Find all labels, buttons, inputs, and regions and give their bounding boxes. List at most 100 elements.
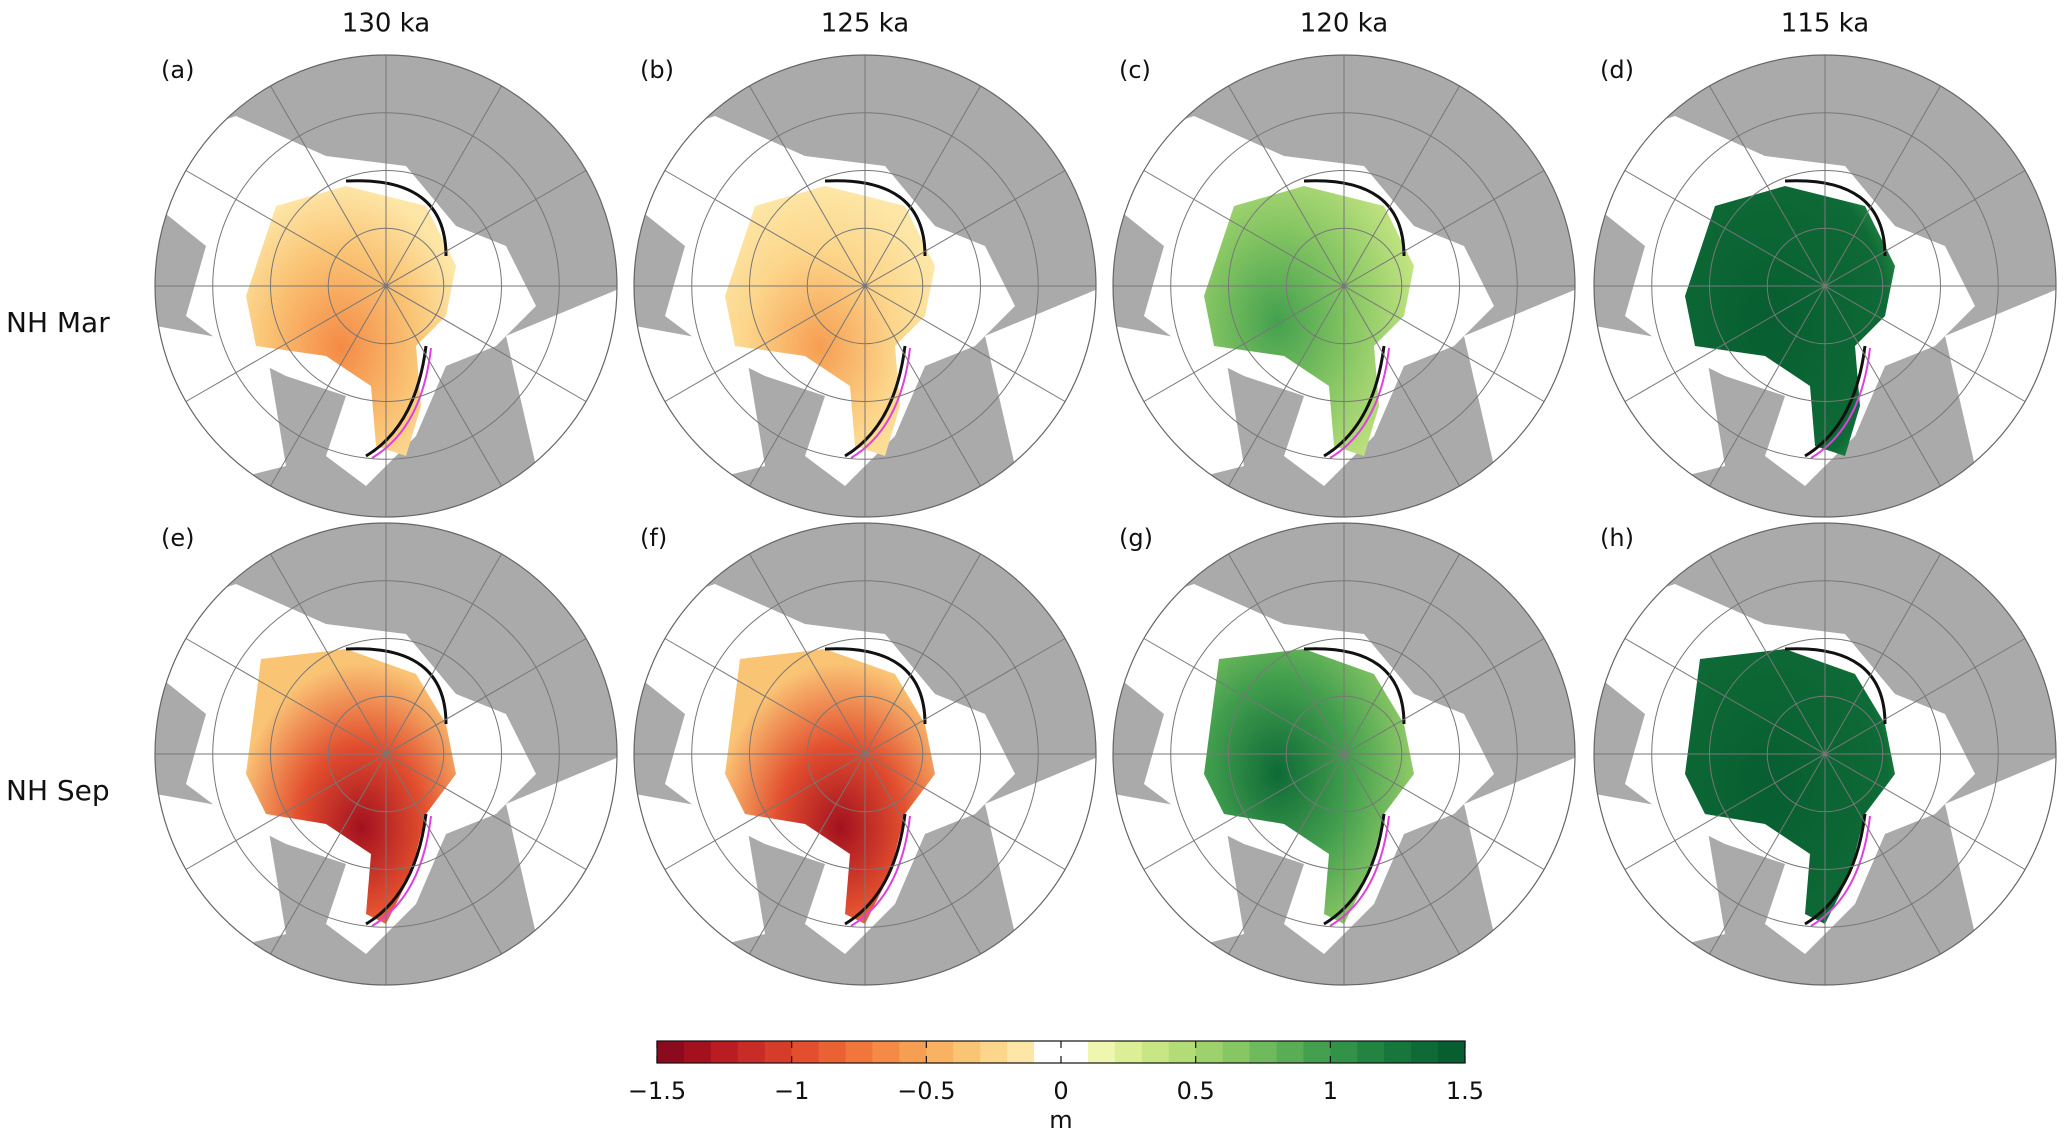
colorbar-segment (1411, 1041, 1439, 1063)
colorbar-segment (683, 1041, 712, 1063)
graticule-line (664, 638, 1066, 870)
ice-edge (824, 647, 927, 926)
colorbar-segment (1061, 1041, 1089, 1063)
colorbar-tick-label: −1.5 (628, 1077, 686, 1105)
colorbar-segment (1276, 1041, 1304, 1063)
ice-edge (345, 179, 448, 458)
sea-ice-anomaly (1685, 649, 1895, 924)
ice-edge-ref (371, 347, 432, 459)
colorbar-segment (1384, 1041, 1412, 1063)
colorbar-segment (1330, 1041, 1358, 1063)
map-content (155, 523, 617, 985)
polar-map: (c) (1112, 54, 1576, 518)
ice-edge (1303, 179, 1406, 458)
colorbar-segment (1249, 1041, 1277, 1063)
panel-label: (b) (640, 56, 674, 84)
ice-edge-ref (1329, 815, 1390, 927)
ocean (1594, 326, 1725, 486)
ocean (1113, 794, 1244, 954)
colorbar-segment (1222, 1041, 1251, 1063)
ice-edge-ref (371, 815, 432, 927)
colorbar-segment (845, 1041, 873, 1063)
column-title: 115 ka (1781, 9, 1869, 39)
graticule-line (1624, 170, 2026, 402)
graticule-line (1624, 638, 2026, 870)
colorbar-segment (1087, 1041, 1116, 1063)
sea-ice-anomaly (725, 186, 935, 456)
colorbar-segment (899, 1041, 927, 1063)
column-title: 120 ka (1300, 9, 1388, 39)
polar-map: (b) (633, 54, 1097, 518)
map-border (1112, 522, 1576, 986)
map-content (1113, 55, 1575, 517)
map-border (1593, 54, 2057, 518)
ice-edge-ref (1810, 347, 1871, 459)
map-content (155, 55, 617, 517)
ice-edge (345, 647, 448, 926)
sea-ice-anomaly (1204, 649, 1414, 924)
ice-edge (1784, 179, 1887, 458)
ice-edge-ref (1810, 815, 1871, 927)
colorbar-segment (1357, 1041, 1385, 1063)
colorbar-segment (818, 1041, 847, 1063)
colorbar-tick-label: 1.5 (1446, 1077, 1484, 1105)
ice-edge (1784, 647, 1887, 926)
graticule-line (185, 170, 587, 402)
graticule-line (185, 638, 587, 870)
polar-map: (a) (154, 54, 618, 518)
colorbar-tick-label: 0 (1053, 1077, 1068, 1105)
map-border (154, 54, 618, 518)
map-content (634, 55, 1096, 517)
map-content (1594, 523, 2056, 985)
colorbar-segment (953, 1041, 981, 1063)
column-title: 130 ka (342, 9, 430, 39)
ice-edge (1303, 647, 1406, 926)
colorbar-segment (1168, 1041, 1197, 1063)
colorbar-tick-label: 0.5 (1177, 1077, 1215, 1105)
ocean (1594, 794, 1725, 954)
ice-edge-ref (850, 815, 911, 927)
panel-label: (h) (1600, 524, 1634, 552)
panel-label: (f) (640, 524, 667, 552)
ice-edge-ref (1329, 347, 1390, 459)
map-content (1594, 55, 2056, 517)
colorbar-segment (1114, 1041, 1143, 1063)
ice-edge-ref (850, 347, 911, 459)
graticule-line (664, 170, 1066, 402)
colorbar-tick-label: −0.5 (897, 1077, 955, 1105)
map-border (633, 54, 1097, 518)
map-border (154, 522, 618, 986)
map-content (1113, 523, 1575, 985)
ocean (634, 326, 765, 486)
polar-map: (h) (1593, 522, 2057, 986)
row-label: NH Sep (6, 774, 110, 807)
graticule-line (1143, 638, 1545, 870)
colorbar-tick-label: −1 (774, 1077, 809, 1105)
colorbar-segment (791, 1041, 820, 1063)
sea-ice-anomaly (1204, 186, 1414, 456)
polar-map: (d) (1593, 54, 2057, 518)
polar-map: (g) (1112, 522, 1576, 986)
colorbar-segment (657, 1041, 685, 1063)
ocean (634, 794, 765, 954)
map-content (634, 523, 1096, 985)
colorbar-segment (1195, 1041, 1224, 1063)
colorbar-segment (872, 1041, 900, 1063)
map-border (1593, 522, 2057, 986)
column-title: 125 ka (821, 9, 909, 39)
panel-label: (a) (161, 56, 194, 84)
row-label: NH Mar (6, 306, 110, 339)
ocean (155, 326, 286, 486)
panel-label: (d) (1600, 56, 1634, 84)
colorbar-segment (1303, 1041, 1331, 1063)
polar-map: (f) (633, 522, 1097, 986)
colorbar-segment (710, 1041, 739, 1063)
ocean (1113, 326, 1244, 486)
colorbar-label: m (1049, 1106, 1072, 1134)
colorbar-tick-label: 1 (1323, 1077, 1338, 1105)
sea-ice-anomaly (246, 649, 456, 924)
panel-label: (e) (161, 524, 195, 552)
panel-label: (c) (1119, 56, 1151, 84)
colorbar-segment (926, 1041, 954, 1063)
